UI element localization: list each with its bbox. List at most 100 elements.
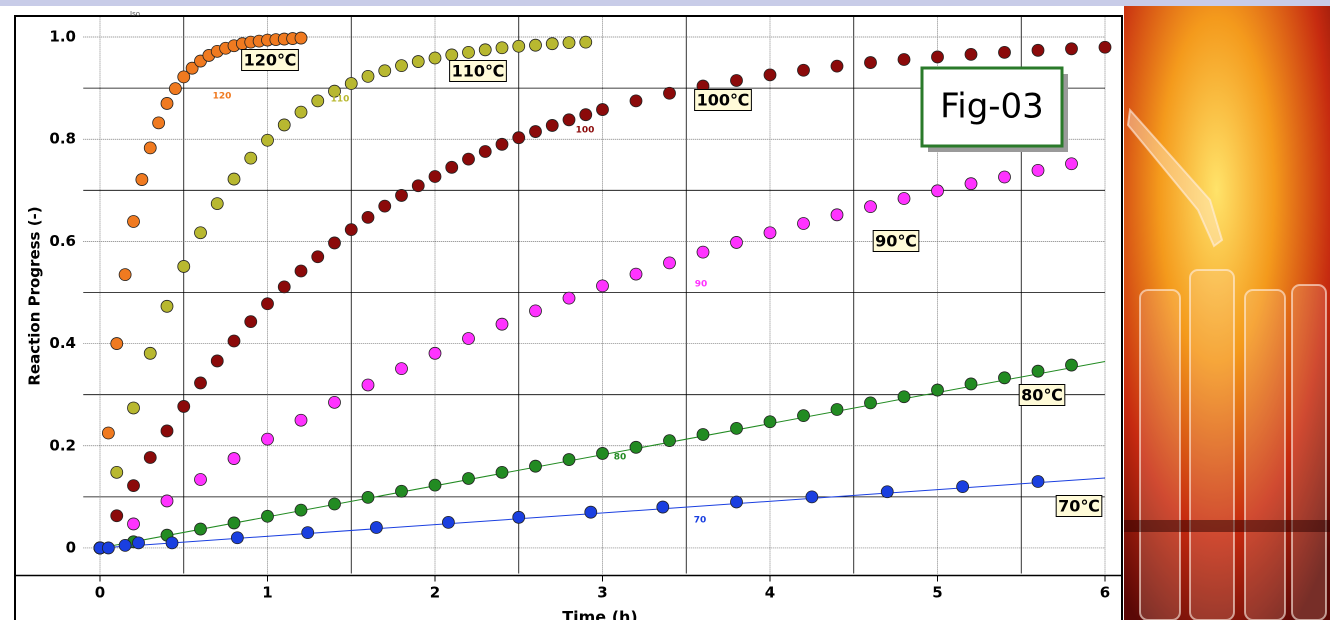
data-point (798, 218, 810, 230)
data-point (195, 227, 207, 239)
data-point (195, 523, 207, 535)
data-point (429, 52, 441, 64)
data-point (228, 453, 240, 465)
data-point (119, 539, 131, 551)
photo-rack (1124, 520, 1330, 532)
data-point (295, 504, 307, 516)
data-point (295, 32, 307, 44)
data-point (697, 246, 709, 258)
data-point (496, 42, 508, 54)
data-point (195, 473, 207, 485)
data-point (362, 491, 374, 503)
data-point (831, 403, 843, 415)
data-point (1032, 365, 1044, 377)
data-point (278, 119, 290, 131)
data-point (580, 109, 592, 121)
series-label: 80℃ (1021, 386, 1063, 405)
data-point (329, 498, 341, 510)
data-point (362, 211, 374, 223)
data-point (1032, 164, 1044, 176)
data-point (228, 335, 240, 347)
data-point (764, 69, 776, 81)
data-point (597, 280, 609, 292)
data-point (262, 298, 274, 310)
series-label: 70℃ (1058, 497, 1100, 516)
data-point (345, 224, 357, 236)
data-point (312, 95, 324, 107)
data-point (166, 537, 178, 549)
data-point (161, 300, 173, 312)
data-point (530, 305, 542, 317)
series-tag: 90 (695, 280, 708, 290)
data-point (111, 466, 123, 478)
data-point (664, 87, 676, 99)
data-point (128, 480, 140, 492)
data-point (396, 363, 408, 375)
data-point (295, 106, 307, 118)
x-tick-label: 3 (597, 584, 607, 602)
data-point (228, 517, 240, 529)
data-point (370, 522, 382, 534)
data-point (396, 60, 408, 72)
y-tick-label: 0.2 (49, 436, 76, 454)
x-tick-label: 2 (430, 584, 440, 602)
data-point (664, 435, 676, 447)
data-point (957, 481, 969, 493)
data-point (262, 134, 274, 146)
data-point (1066, 43, 1078, 55)
data-point (153, 117, 165, 129)
data-point (178, 260, 190, 272)
data-point (546, 38, 558, 50)
data-point (806, 491, 818, 503)
data-point (463, 332, 475, 344)
data-point (111, 510, 123, 522)
data-point (195, 377, 207, 389)
data-point (463, 46, 475, 58)
x-tick-label: 6 (1100, 584, 1110, 602)
data-point (119, 269, 131, 281)
data-point (312, 251, 324, 263)
data-point (898, 192, 910, 204)
x-tick-label: 0 (95, 584, 105, 602)
data-point (396, 189, 408, 201)
data-point (161, 495, 173, 507)
data-point (102, 542, 114, 554)
data-point (530, 126, 542, 138)
data-point (563, 292, 575, 304)
data-point (278, 281, 290, 293)
data-point (597, 104, 609, 116)
data-point (133, 537, 145, 549)
data-point (965, 378, 977, 390)
data-point (932, 51, 944, 63)
data-point (302, 527, 314, 539)
data-point (657, 501, 669, 513)
data-point (362, 379, 374, 391)
data-point (630, 441, 642, 453)
data-point (563, 37, 575, 49)
series-tag: 120 (213, 92, 232, 102)
data-point (1066, 359, 1078, 371)
data-point (731, 422, 743, 434)
data-point (379, 200, 391, 212)
series-tag: 110 (331, 95, 350, 105)
data-point (496, 318, 508, 330)
data-point (585, 506, 597, 518)
series-label: 120℃ (244, 51, 297, 70)
data-point (764, 416, 776, 428)
data-point (262, 510, 274, 522)
data-point (630, 95, 642, 107)
data-point (831, 209, 843, 221)
data-point (442, 516, 454, 528)
data-point (865, 397, 877, 409)
data-point (1032, 44, 1044, 56)
data-point (295, 265, 307, 277)
data-point (211, 355, 223, 367)
data-point (362, 70, 374, 82)
data-point (412, 56, 424, 68)
data-point (865, 201, 877, 213)
data-point (429, 347, 441, 359)
data-point (128, 402, 140, 414)
series-tag: 100 (576, 126, 595, 136)
data-point (664, 257, 676, 269)
y-axis-label: Reaction Progress (-) (26, 206, 44, 385)
